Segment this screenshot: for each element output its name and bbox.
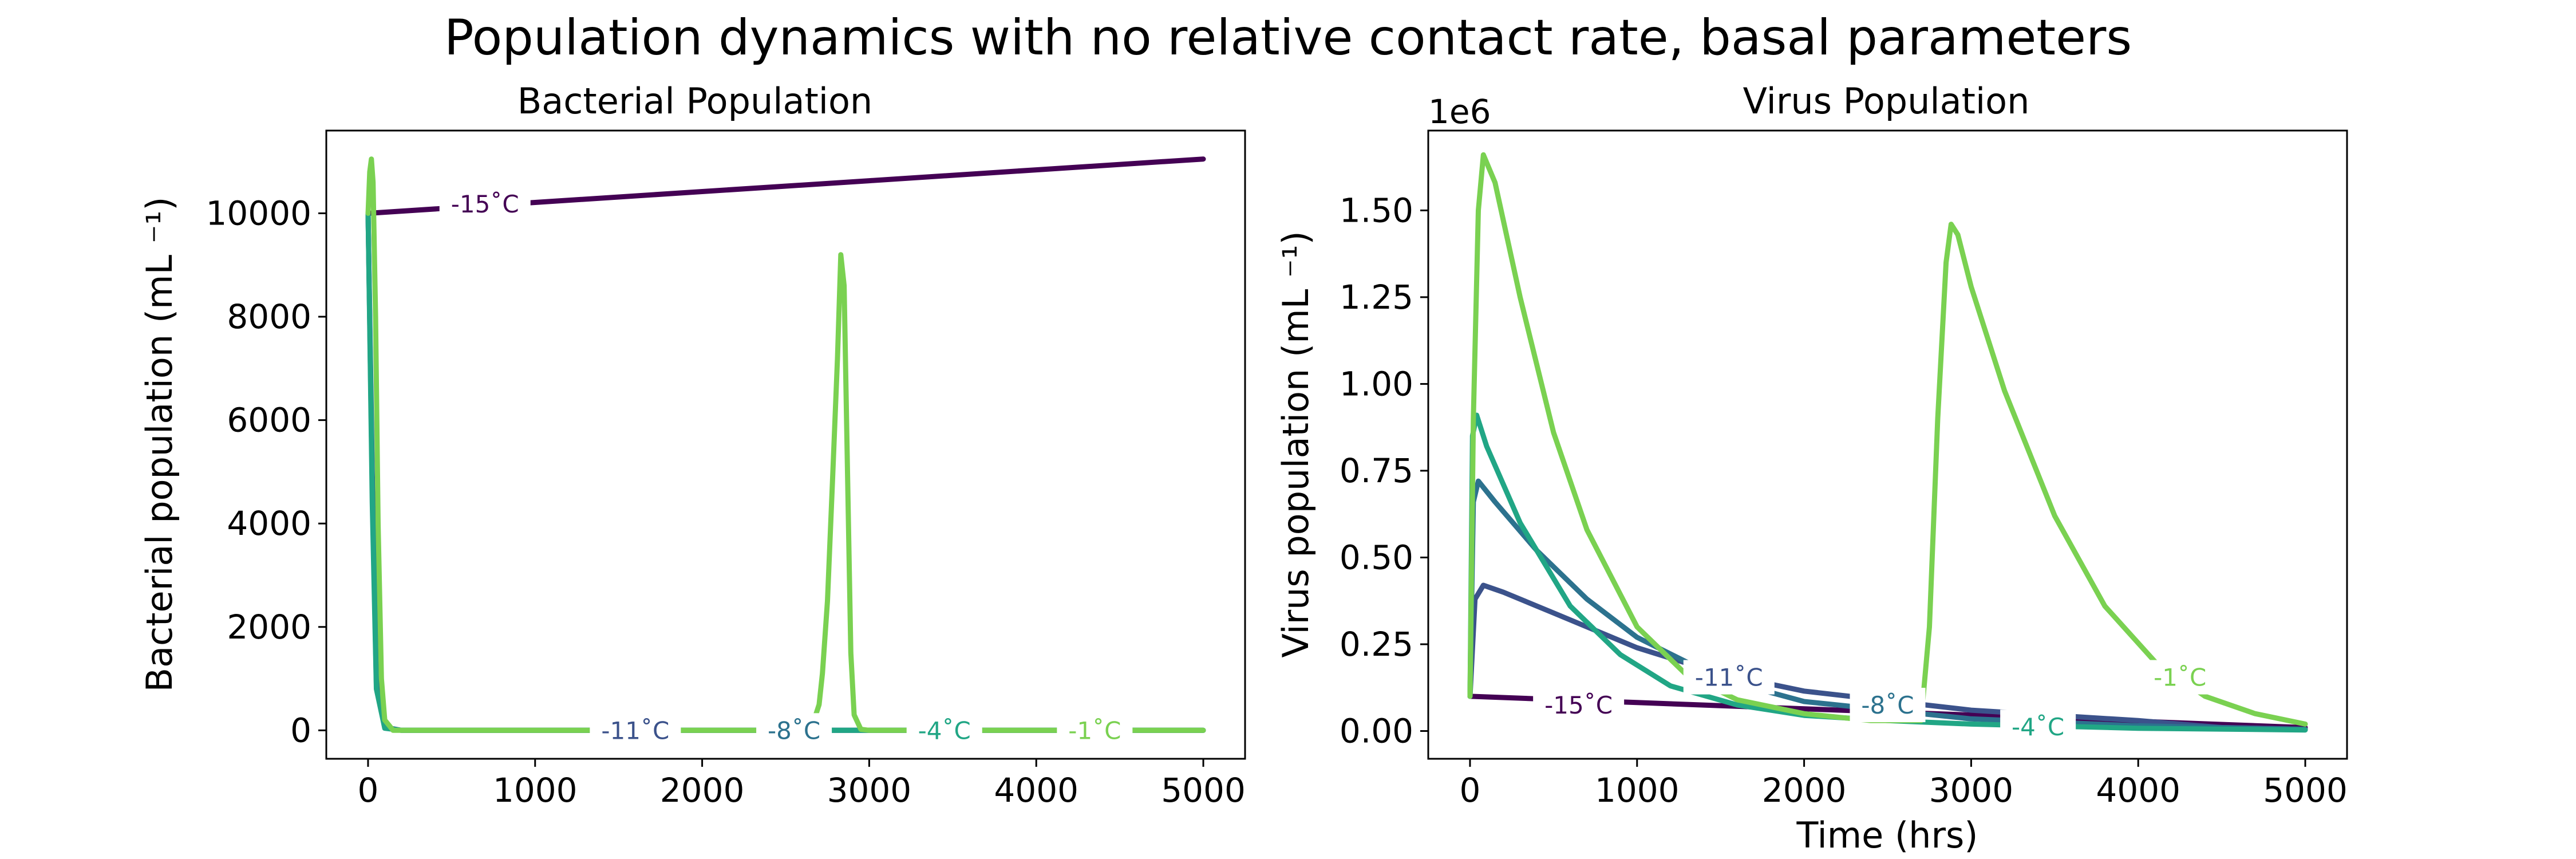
virus-y-offset-text: 1e6 xyxy=(1428,92,1491,131)
bacterial-x-tick-label: 5000 xyxy=(1161,771,1246,810)
bacterial-line-label: -1˚C xyxy=(1068,716,1121,744)
bacterial-x-tick-label: 3000 xyxy=(827,771,912,810)
virus-y-tick-label: 1.25 xyxy=(1340,278,1413,317)
virus-y-tick-label: 0.50 xyxy=(1340,538,1413,577)
virus-line-label-bg xyxy=(1683,660,1775,695)
virus-axes-frame xyxy=(1427,129,2348,760)
bacterial-line-label: -8˚C xyxy=(768,716,820,744)
virus-x-axis-label: Time (hrs) xyxy=(1796,814,1978,856)
bacterial-y-axis-label: Bacterial population (mL ⁻¹) xyxy=(139,197,180,692)
virus-line-label: -11˚C xyxy=(1695,664,1763,692)
bacterial-y-tick-label: 0 xyxy=(290,711,311,750)
bacterial-line-label-bg xyxy=(439,187,531,222)
virus-y-tick-label: 1.00 xyxy=(1340,364,1413,403)
virus-line-label: -4˚C xyxy=(2012,713,2064,741)
bacterial-y-tick-label: 6000 xyxy=(227,401,311,440)
virus-y-tick-label: 0.00 xyxy=(1340,712,1413,751)
bacterial-series-line-minus-8 xyxy=(365,211,1206,733)
virus-y-tick-label: 0.25 xyxy=(1340,625,1413,664)
virus-y-tick-label: 1.50 xyxy=(1340,191,1413,230)
bacterial-series-line-minus-11 xyxy=(365,211,1206,733)
bacterial-axes-frame xyxy=(325,129,1246,760)
bacterial-x-tick-label: 0 xyxy=(358,771,379,810)
bacterial-x-tick-label: 2000 xyxy=(660,771,745,810)
bacterial-line-label-bg xyxy=(1057,713,1133,748)
virus-y-ticks: 0.00 0.25 0.50 0.75 1.00 1.25 1.50 xyxy=(1340,191,1428,751)
bacterial-y-tick-label: 8000 xyxy=(227,297,311,336)
bacterial-y-tick-label: 10000 xyxy=(206,194,311,233)
virus-line-label: -15˚C xyxy=(1544,691,1613,719)
virus-x-tick-label: 4000 xyxy=(2096,771,2180,810)
figure-title: Population dynamics with no relative con… xyxy=(444,9,2132,66)
bacterial-x-tick-label: 4000 xyxy=(994,771,1078,810)
bacterial-line-label: -15˚C xyxy=(451,190,519,218)
bacterial-y-tick-label: 2000 xyxy=(227,608,311,647)
bacterial-series-lines xyxy=(365,156,1206,733)
virus-line-labels: -15˚C -11˚C -8˚C -4˚C -1˚C xyxy=(1533,660,2218,744)
virus-x-tick-label: 0 xyxy=(1460,771,1481,810)
virus-series-line-minus-4 xyxy=(1467,412,2308,733)
bacterial-y-ticks: 0 2000 4000 6000 8000 10000 xyxy=(206,194,326,750)
bacterial-x-ticks: 0 1000 2000 3000 4000 5000 xyxy=(358,759,1246,810)
bacterial-series-line-minus-4 xyxy=(365,211,1206,733)
virus-y-axis-label: Virus population (mL ⁻¹) xyxy=(1275,231,1317,657)
virus-x-tick-label: 5000 xyxy=(2263,771,2348,810)
virus-line-label-bg xyxy=(1533,688,1625,723)
virus-line-label: -1˚C xyxy=(2154,664,2206,692)
virus-line-label-bg xyxy=(2000,710,2076,744)
virus-y-tick-label: 0.75 xyxy=(1340,451,1413,490)
virus-panel-title: Virus Population xyxy=(1743,80,2030,122)
virus-x-tick-label: 3000 xyxy=(1929,771,2014,810)
bacterial-y-tick-label: 4000 xyxy=(227,504,311,543)
bacterial-line-labels: -15˚C -11˚C -8˚C -4˚C -1˚C xyxy=(439,187,1133,748)
virus-line-label-bg xyxy=(2142,660,2218,695)
bacterial-panel: Bacterial Population -15˚C-11˚C -8˚C -4˚C -… xyxy=(139,80,1246,810)
virus-x-ticks: 0 1000 2000 3000 4000 5000 xyxy=(1460,759,2348,810)
bacterial-line-label-bg xyxy=(756,713,832,748)
bacterial-line-label: -11˚C xyxy=(601,716,669,744)
bacterial-line-label: -4˚C xyxy=(918,716,971,744)
bacterial-line-label-bg xyxy=(590,713,681,748)
bacterial-panel-title: Bacterial Population xyxy=(517,80,872,122)
virus-x-tick-label: 1000 xyxy=(1595,771,1680,810)
virus-series-line-minus-1 xyxy=(1467,152,2308,727)
virus-series-lines xyxy=(1467,152,2308,733)
bacterial-series-line-minus-1 xyxy=(365,156,1206,733)
bacterial-line-label-bg xyxy=(906,713,982,748)
virus-panel: Virus Population 1e6 -15˚C-11˚C-8˚C-4˚C-… xyxy=(1275,80,2348,856)
virus-line-label: -8˚C xyxy=(1861,691,1914,719)
virus-line-label-bg xyxy=(1850,688,1926,723)
bacterial-x-tick-label: 1000 xyxy=(493,771,578,810)
virus-x-tick-label: 2000 xyxy=(1762,771,1847,810)
virus-series-line-minus-8 xyxy=(1467,478,2308,732)
